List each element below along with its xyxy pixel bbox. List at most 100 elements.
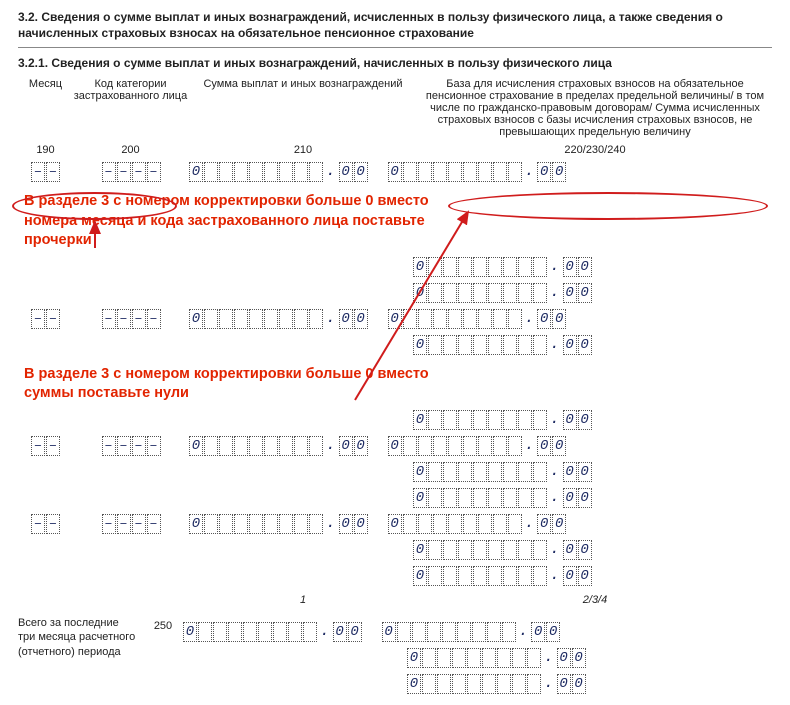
totals-row: 0.00 <box>183 648 772 668</box>
cell <box>443 283 457 303</box>
cell <box>458 540 472 560</box>
cell <box>533 283 547 303</box>
cell <box>463 309 477 329</box>
cell <box>309 514 323 534</box>
cell <box>412 622 426 642</box>
cell: 0 <box>407 648 421 668</box>
cell: 0 <box>578 540 592 560</box>
cell: 0 <box>388 309 402 329</box>
cell <box>234 436 248 456</box>
cell: 0 <box>552 309 566 329</box>
cell <box>448 309 462 329</box>
cell <box>279 162 293 182</box>
cell <box>473 335 487 355</box>
cell <box>527 648 541 668</box>
cell <box>518 540 532 560</box>
cell: – <box>31 309 45 329</box>
cell: 0 <box>578 410 592 430</box>
cell <box>497 674 511 694</box>
cell: – <box>102 162 116 182</box>
cell: 0 <box>552 162 566 182</box>
cell <box>533 488 547 508</box>
cell: 0 <box>578 257 592 277</box>
cell <box>533 410 547 430</box>
cell <box>443 410 457 430</box>
cell: 0 <box>537 514 551 534</box>
cell <box>309 309 323 329</box>
section-heading-3-2-1: 3.2.1. Сведения о сумме выплат и иных во… <box>18 56 772 70</box>
cell: 0 <box>413 566 427 586</box>
cell: 0 <box>189 309 203 329</box>
cell <box>204 309 218 329</box>
totals-row: 0.00 <box>183 674 772 694</box>
col-base: База для исчисления страховых взносов на… <box>418 78 772 138</box>
cell: 0 <box>563 410 577 430</box>
cell <box>518 462 532 482</box>
cell: – <box>132 514 146 534</box>
cell <box>443 566 457 586</box>
totals-sub2: 2/3/4 <box>418 594 772 606</box>
cell <box>198 622 212 642</box>
cell: 0 <box>354 309 368 329</box>
totals-sub1: 1 <box>188 594 418 606</box>
cell <box>422 674 436 694</box>
cell: 0 <box>348 622 362 642</box>
cell: – <box>46 436 60 456</box>
cell <box>234 309 248 329</box>
form-row: 0.00 <box>18 566 772 586</box>
cell <box>452 674 466 694</box>
cell <box>418 436 432 456</box>
cell <box>518 566 532 586</box>
cell <box>204 162 218 182</box>
cell <box>279 514 293 534</box>
cell <box>503 488 517 508</box>
cell <box>533 462 547 482</box>
col-month: Месяц <box>18 78 73 138</box>
cell: 0 <box>563 335 577 355</box>
cell: 0 <box>354 162 368 182</box>
totals-row: 0.000.00 <box>183 622 772 642</box>
cell: – <box>46 309 60 329</box>
cell <box>234 162 248 182</box>
cell <box>219 436 233 456</box>
cell <box>428 566 442 586</box>
cell: – <box>46 514 60 534</box>
cell: 0 <box>537 309 551 329</box>
form-row: ––––––0.000.00 <box>18 309 772 329</box>
cell <box>493 436 507 456</box>
cell <box>428 488 442 508</box>
cell: 0 <box>354 436 368 456</box>
totals-code: 250 <box>143 616 183 632</box>
cell <box>473 257 487 277</box>
cell: 0 <box>189 436 203 456</box>
cell: 0 <box>546 622 560 642</box>
cell <box>452 648 466 668</box>
cell <box>533 566 547 586</box>
cell <box>473 283 487 303</box>
cell <box>418 309 432 329</box>
col-code: Код категории застрахованного лица <box>73 78 188 138</box>
cell: 0 <box>557 648 571 668</box>
cell <box>204 436 218 456</box>
cell <box>437 674 451 694</box>
callout-a: В разделе 3 с номером корректировки боль… <box>24 192 454 251</box>
cell: – <box>147 436 161 456</box>
cell <box>428 540 442 560</box>
cell: 0 <box>382 622 396 642</box>
totals-block: Всего за последние три месяца расчетного… <box>18 616 772 694</box>
separator <box>18 47 772 48</box>
cell <box>502 622 516 642</box>
cell: 0 <box>413 462 427 482</box>
cell: 0 <box>189 514 203 534</box>
cell: – <box>46 162 60 182</box>
code-200: 200 <box>73 144 188 156</box>
cell: – <box>117 514 131 534</box>
cell <box>497 648 511 668</box>
form-row: ––––––0.000.00 <box>18 162 772 182</box>
cell: 0 <box>388 514 402 534</box>
cell: – <box>147 162 161 182</box>
cell: 0 <box>563 488 577 508</box>
cell <box>493 309 507 329</box>
cell <box>433 162 447 182</box>
form-row: ––––––0.000.00 <box>18 514 772 534</box>
